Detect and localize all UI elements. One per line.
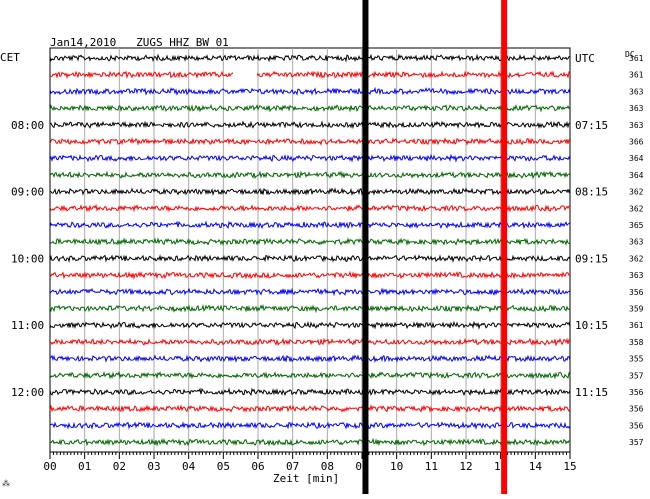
seismic-trace (49, 370, 571, 380)
x-tick-label: 12 (459, 460, 472, 473)
dc-offset-value: 363 (629, 238, 644, 247)
dc-offset-value: 358 (629, 338, 644, 347)
dc-offset-value: 363 (629, 104, 644, 113)
seismic-trace (49, 387, 571, 397)
dc-offset-value: 362 (629, 204, 644, 213)
seismic-trace (49, 421, 571, 430)
seismic-trace (49, 103, 571, 113)
seismic-trace (49, 254, 571, 263)
x-tick-label: 10 (390, 460, 403, 473)
seismic-trace (49, 203, 571, 213)
seismic-trace (49, 287, 571, 297)
seismic-trace (49, 86, 571, 96)
dc-offset-value: 364 (629, 154, 644, 163)
seismic-trace (49, 303, 571, 314)
x-tick-label: 07 (286, 460, 299, 473)
x-tick-label: 03 (147, 460, 160, 473)
dc-offset-value: 359 (629, 305, 644, 314)
right-hour-label: UTC (575, 52, 595, 65)
dc-offset-value: 356 (629, 288, 644, 297)
x-tick-label: 06 (251, 460, 264, 473)
dc-offset-value: 361 (629, 71, 644, 80)
left-hour-label: 08:00 (11, 119, 44, 132)
left-hour-label: 11:00 (11, 319, 44, 332)
dc-offset-value: 362 (629, 254, 644, 263)
dc-offset-value: 363 (629, 271, 644, 280)
footer-mark: ⁂ (2, 479, 10, 488)
seismic-trace (49, 120, 570, 130)
dc-offset-value: 363 (629, 87, 644, 96)
seismic-trace (49, 187, 571, 197)
dc-offset-value: 366 (629, 138, 644, 147)
dc-offset-value: 356 (629, 388, 644, 397)
seismic-trace (49, 70, 571, 80)
dc-offset-value: 357 (629, 438, 644, 447)
left-hour-label: 09:00 (11, 186, 44, 199)
seismic-trace (49, 270, 571, 280)
seismic-trace (49, 220, 571, 230)
dc-offset-value: 355 (629, 355, 644, 364)
dc-offset-value: 361 (629, 321, 644, 330)
dc-offset-value: 356 (629, 405, 644, 414)
dc-offset-value: 357 (629, 371, 644, 380)
seismic-trace (49, 403, 571, 414)
chart-title: Jan14,2010 ZUGS HHZ BW 01 (50, 36, 229, 49)
seismic-trace (49, 354, 571, 364)
dc-offset-value: 361 (629, 54, 644, 63)
seismic-trace (49, 437, 570, 447)
seismic-trace (49, 153, 571, 163)
data-gap (233, 70, 257, 85)
dc-offset-value: 364 (629, 171, 644, 180)
seismic-trace (49, 236, 571, 247)
cet-label: CET (0, 51, 20, 64)
x-tick-label: 04 (182, 460, 196, 473)
x-tick-label: 08 (321, 460, 334, 473)
seismic-trace (49, 53, 571, 63)
right-hour-label: 11:15 (575, 386, 608, 399)
right-hour-label: 08:15 (575, 186, 608, 199)
dc-offset-value: 356 (629, 421, 644, 430)
seismic-trace (49, 170, 571, 180)
seismic-trace (49, 136, 571, 146)
x-tick-label: 05 (217, 460, 230, 473)
seismic-trace (49, 320, 571, 330)
traces-group (49, 53, 571, 447)
dc-header-label: DC (625, 50, 635, 59)
x-tick-label: 01 (78, 460, 91, 473)
x-tick-label: 11 (425, 460, 438, 473)
right-hour-label: 07:15 (575, 119, 608, 132)
dc-offset-value: 362 (629, 188, 644, 197)
right-hour-label: 09:15 (575, 252, 608, 265)
seismic-trace (49, 337, 571, 347)
left-hour-label: 10:00 (11, 252, 44, 265)
right-hour-label: 10:15 (575, 319, 608, 332)
dc-offset-value: 363 (629, 121, 644, 130)
dc-offset-value: 365 (629, 221, 644, 230)
x-tick-label: 02 (113, 460, 126, 473)
x-axis-label: Zeit [min] (273, 472, 339, 485)
x-tick-label: 14 (529, 460, 543, 473)
left-hour-label: 12:00 (11, 386, 44, 399)
x-tick-label: 15 (563, 460, 576, 473)
x-tick-label: 00 (43, 460, 56, 473)
